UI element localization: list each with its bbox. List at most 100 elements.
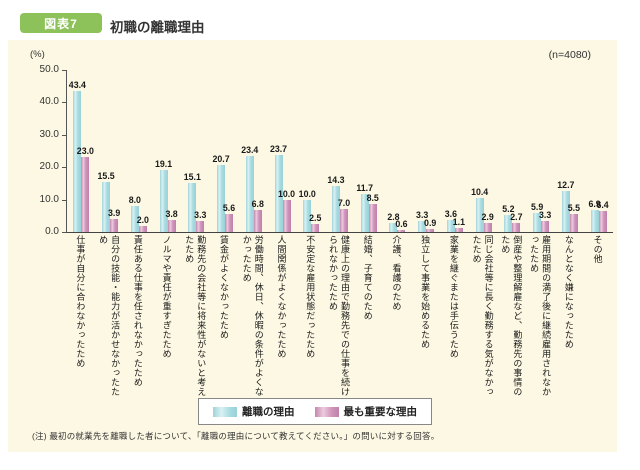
category-label-slot: 結婚、子育てのため — [353, 235, 382, 399]
legend-item-most-important: 最も重要な理由 — [314, 404, 417, 419]
bar-wrap: 23.4 — [241, 145, 258, 232]
bar-reason — [533, 212, 542, 232]
bar-wrap: 0.6 — [395, 219, 408, 232]
bar-wrap: 15.1 — [184, 172, 201, 232]
legend-item-reasons: 離職の理由 — [213, 404, 295, 419]
category-label-slot: 自分の技能・能力が活かせなかったため — [95, 235, 124, 399]
value-label: 3.3 — [416, 210, 429, 221]
bar-wrap: 2.0 — [137, 215, 149, 232]
bar-reason — [418, 221, 427, 232]
value-label: 43.4 — [68, 80, 86, 91]
category-label-slot: なんとなく嫌になったため — [554, 235, 583, 399]
bar-most-important — [282, 199, 291, 232]
bar-wrap: 3.3 — [539, 210, 551, 232]
bar-group: 12.7 5.5 — [555, 70, 584, 232]
bar-wrap: 5.5 — [568, 203, 580, 232]
value-label: 23.7 — [269, 144, 288, 155]
bar-group: 23.7 10.0 — [268, 70, 297, 232]
value-label: 1.1 — [452, 217, 466, 228]
y-tick-mark — [62, 167, 67, 169]
value-label: 5.5 — [567, 203, 580, 214]
bar-most-important — [138, 225, 147, 232]
bar-wrap: 1.1 — [453, 217, 465, 232]
bar-wrap: 43.4 — [69, 80, 86, 232]
bar-reason — [245, 156, 254, 232]
bar-wrap: 14.3 — [327, 175, 345, 232]
value-label: 2.8 — [387, 211, 400, 222]
value-label: 3.8 — [165, 208, 178, 219]
category-label-slot: 労働時間、休日、休暇の条件がよくなかったため — [238, 235, 267, 399]
bar-wrap: 6.9 — [588, 199, 601, 232]
category-label: 家業を継ぐまたは手伝うため — [448, 235, 459, 359]
bar-group: 5.9 3.3 — [527, 70, 556, 232]
bar-reason — [274, 155, 283, 232]
bar-most-important — [339, 209, 348, 232]
y-tick-label: 0.0 — [45, 226, 59, 237]
category-label-slot: 不安定な雇用状態だったため — [296, 235, 325, 399]
bar-wrap: 5.2 — [502, 204, 514, 232]
bar-group: 3.6 1.1 — [441, 70, 470, 232]
y-tick-label: 50.0 — [39, 64, 59, 75]
value-label: 0.6 — [395, 219, 408, 230]
bar-wrap: 3.6 — [445, 209, 457, 232]
category-label: 仕事が自分に合わなかったため — [75, 235, 86, 368]
value-label: 5.2 — [502, 204, 515, 215]
bar-group: 5.2 2.7 — [498, 70, 527, 232]
bar-wrap: 5.6 — [223, 203, 235, 232]
bar-wrap: 10.4 — [471, 187, 488, 232]
sample-size-label: (n=4080) — [548, 49, 591, 61]
bar-wrap: 2.5 — [309, 213, 321, 232]
category-label-slot: その他 — [583, 235, 612, 399]
y-tick-label: 40.0 — [39, 96, 59, 108]
category-label: 介護、看護のため — [391, 235, 402, 311]
bar-wrap: 3.8 — [165, 209, 178, 232]
bar-group: 8.0 2.0 — [124, 70, 153, 232]
bar-most-important — [311, 223, 320, 232]
bar-reason — [360, 194, 369, 232]
bar-reason — [130, 206, 139, 232]
value-label: 8.5 — [366, 193, 379, 204]
value-label: 3.6 — [444, 209, 458, 220]
category-label-slot: 介護、看護のため — [382, 235, 411, 399]
value-label: 10.0 — [277, 188, 296, 199]
legend-swatch-pink-icon — [314, 406, 339, 417]
value-label: 10.0 — [298, 188, 316, 199]
bar-wrap: 0.9 — [424, 218, 436, 232]
bar-most-important — [196, 221, 205, 232]
value-label: 2.0 — [136, 214, 149, 225]
bar-most-important — [483, 222, 492, 232]
bar-reason — [217, 164, 226, 232]
bar-reason — [303, 199, 312, 232]
value-label: 2.5 — [309, 212, 322, 223]
category-label: 健康上の理由で勤務先での仕事を続けられなかったため — [327, 235, 350, 397]
value-label: 10.4 — [471, 187, 489, 198]
value-label: 19.1 — [155, 159, 173, 170]
bar-wrap: 3.3 — [194, 210, 206, 232]
bar-wrap: 11.7 — [356, 183, 373, 232]
y-tick-mark — [62, 232, 67, 233]
y-tick-mark — [62, 199, 67, 201]
bar-reason — [73, 91, 82, 232]
bar-group: 2.8 0.6 — [383, 70, 412, 232]
category-label-slot: 同じ会社等に長く勤務する気がなかったため — [468, 235, 497, 399]
category-label-slot: 責任ある仕事を任されなかったため — [123, 235, 152, 399]
footnote: (注) 最初の就業先を離職した者について、「離職の理由について教えてください。」… — [32, 431, 440, 441]
bar-group: 15.5 3.9 — [96, 70, 125, 232]
bar-wrap: 23.0 — [77, 146, 94, 232]
category-label-slot: 勤務先の会社等に将来性がないと考えたため — [181, 235, 210, 399]
bar-wrap: 8.5 — [367, 193, 379, 232]
value-label: 8.0 — [128, 195, 141, 206]
category-label-slot: 雇用期間の満了後に継続雇用されなかったため — [526, 235, 555, 399]
category-label: ノルマや責任が重すぎたため — [161, 235, 172, 359]
category-label-slot: 賃金がよくなかったため — [210, 235, 239, 399]
value-label: 7.0 — [337, 198, 351, 209]
bar-most-important — [81, 157, 90, 232]
category-label: 人間関係がよくなかったため — [276, 235, 287, 359]
bar-group: 15.1 3.3 — [182, 70, 211, 232]
bar-wrap: 8.0 — [129, 195, 141, 232]
category-label: 自分の技能・能力が活かせなかったため — [98, 235, 121, 397]
value-label: 14.3 — [327, 174, 345, 185]
bar-reason — [446, 220, 455, 232]
bar-most-important — [426, 229, 435, 232]
value-label: 3.3 — [538, 210, 552, 221]
